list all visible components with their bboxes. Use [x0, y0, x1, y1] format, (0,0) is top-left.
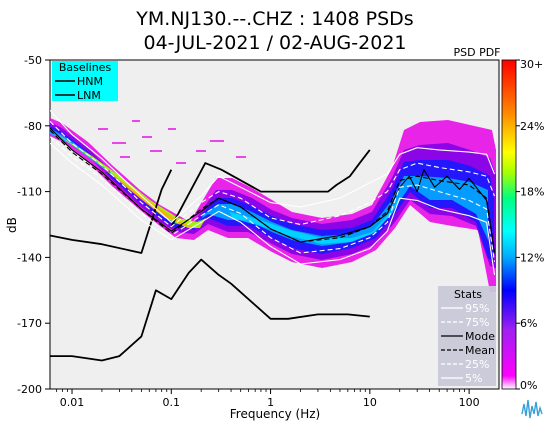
series-line-mean	[50, 129, 496, 251]
hnm-legend-label: HNM	[77, 75, 103, 88]
lnm-legend-label: LNM	[77, 89, 101, 102]
chart-title-line1: YM.NJ130.--.CHZ : 1408 PSDs	[135, 8, 413, 30]
colorbar-tick-label: 6%	[520, 317, 537, 330]
x-tick-label: 0.01	[60, 396, 85, 409]
x-axis-label: Frequency (Hz)	[230, 407, 321, 421]
colorbar-tick-label: 18%	[520, 186, 544, 199]
y-tick-label: -200	[17, 383, 42, 396]
series-line-25pct	[50, 136, 496, 262]
stat-5-label: 5%	[465, 372, 482, 385]
series-line-baseline-2	[50, 169, 173, 254]
baselines-legend: Baselines HNM LNM	[52, 61, 118, 102]
iris-logo-icon	[521, 399, 543, 419]
x-tick-label: 0.1	[163, 396, 181, 409]
stat-mode-label: Mode	[465, 330, 495, 343]
x-tick-label: 100	[459, 396, 480, 409]
baselines-legend-title: Baselines	[59, 61, 112, 74]
stats-legend-title: Stats	[454, 288, 482, 301]
stat-95-label: 95%	[465, 302, 489, 315]
colorbar	[501, 59, 517, 390]
series-line-mode	[50, 127, 496, 254]
series-line-5pct	[50, 142, 496, 275]
y-tick-label: -170	[17, 317, 42, 330]
colorbar-tick-label: 12%	[520, 251, 544, 264]
y-tick-label: -50	[24, 54, 42, 67]
chart-title-line2: 04-JUL-2021 / 02-AUG-2021	[144, 32, 407, 54]
series-line-hnm	[170, 149, 371, 228]
colorbar-label: PSD PDF	[453, 46, 500, 59]
y-axis-label: dB	[5, 217, 19, 233]
x-tick-label: 1	[267, 396, 274, 409]
stats-legend: Stats 95% 75% Mode Mean 25% 5%	[438, 286, 496, 386]
colorbar-tick-label: 30+	[520, 58, 543, 71]
series-line-lnm	[50, 258, 370, 362]
stat-mean-label: Mean	[465, 344, 495, 357]
y-tick-label: -80	[24, 120, 42, 133]
series-line-95pct	[50, 110, 496, 223]
x-tick-label: 10	[363, 396, 377, 409]
stat-75-label: 75%	[465, 316, 489, 329]
y-tick-label: -110	[17, 186, 42, 199]
stat-25-label: 25%	[465, 358, 489, 371]
colorbar-tick-label: 0%	[520, 379, 537, 392]
series-line-75pct	[50, 121, 496, 228]
y-tick-label: -140	[17, 251, 42, 264]
colorbar-tick-label: 24%	[520, 120, 544, 133]
